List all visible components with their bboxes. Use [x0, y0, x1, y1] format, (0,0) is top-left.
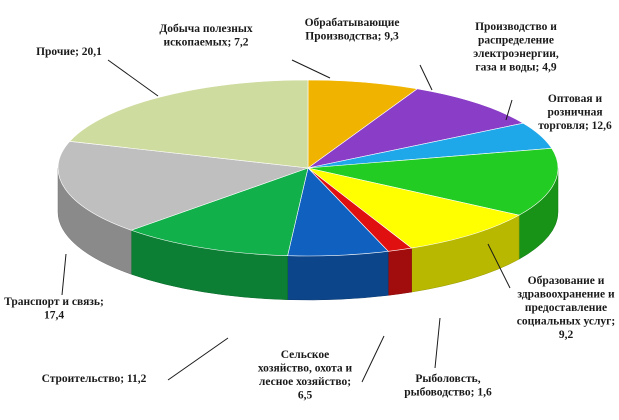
data-label-energy: Производство и распределение электроэнерги…: [473, 21, 559, 74]
pie-sides: [57, 167, 559, 301]
leader-line-other: [107, 59, 159, 97]
slice-dobycha: [307, 79, 419, 169]
leader-line-transport: [61, 253, 67, 296]
slice-trade: [307, 147, 559, 216]
slice-transport: [57, 141, 309, 231]
leader-line-fishing: [434, 317, 441, 369]
data-label-fishing: Рыболовсть, рыбоводство; 1,6: [404, 373, 492, 399]
label-leaders: [61, 59, 513, 383]
leader-line-agri: [361, 335, 385, 383]
leader-line-construction: [167, 337, 229, 381]
slice-obrab: [307, 88, 525, 169]
leader-line-energy: [505, 99, 513, 121]
data-label-other: Прочие; 20,1: [36, 46, 102, 58]
data-label-dobycha: Добыча полезных ископаемых; 7,2: [159, 23, 253, 49]
data-label-education: Образование и здравоохранение и предоставл…: [517, 275, 615, 341]
leader-line-education: [487, 243, 511, 289]
slice-education: [307, 167, 520, 249]
slice-construction: [130, 167, 309, 257]
slice-labels: Добыча полезных ископаемых; 7,2 Обрабатыва…: [4, 17, 615, 402]
slice-side-agri: [287, 251, 389, 301]
slice-other: [69, 79, 309, 169]
data-label-trade: Оптовая и розничная торговля; 12,6: [538, 93, 612, 132]
data-label-agri: Сельское хозяйство, охота и лесное хозяйст…: [258, 349, 353, 402]
data-label-transport: Транспорт и связь; 17,4: [4, 296, 104, 322]
leader-line-dobycha: [291, 59, 331, 79]
data-label-construction: Строительство; 11,2: [42, 373, 147, 385]
data-label-obrab: Обрабатывающие Производства; 9,3: [305, 17, 400, 43]
pie-tops: [57, 79, 559, 257]
leader-line-obrab: [419, 64, 433, 91]
slice-side-fishing: [387, 247, 412, 296]
